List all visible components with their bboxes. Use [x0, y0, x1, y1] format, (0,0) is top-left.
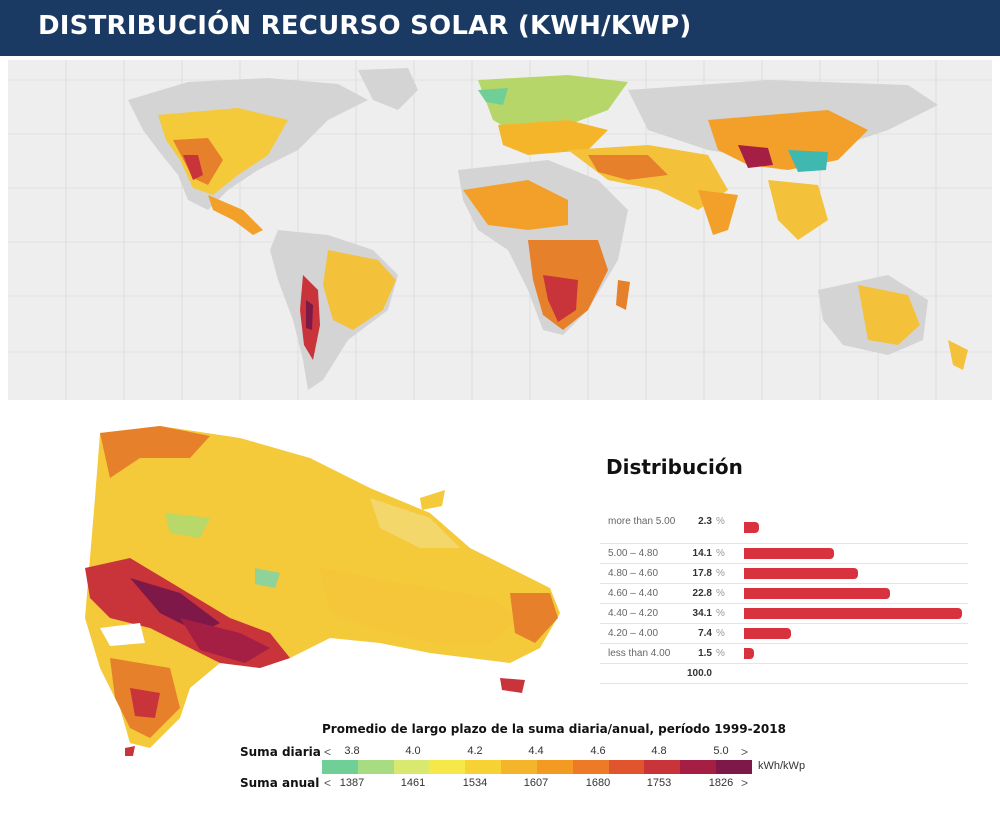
annual-tick: 1826 — [708, 777, 734, 789]
annual-tick: 1387 — [339, 777, 365, 789]
legend-swatch — [429, 760, 466, 774]
annual-tick: 1753 — [646, 777, 672, 789]
distribution-row: 4.40 – 4.20 34.1 % — [600, 604, 968, 624]
distribution-percent: 17.8 — [692, 568, 712, 579]
legend-swatch — [680, 760, 717, 774]
annual-left-arrow: < — [324, 776, 332, 790]
annual-right-arrow: > — [741, 776, 749, 790]
distribution-unit: % — [716, 628, 725, 639]
distribution-unit: % — [716, 548, 725, 559]
annual-tick: 1461 — [400, 777, 426, 789]
world-solar-map-icon — [8, 60, 992, 400]
distribution-unit: % — [716, 568, 725, 579]
distribution-row: more than 5.00 2.3 % — [600, 512, 968, 544]
daily-tick: 4.8 — [651, 745, 667, 757]
distribution-row: 4.80 – 4.60 17.8 % — [600, 564, 968, 584]
distribution-unit: % — [716, 648, 725, 659]
daily-tick: 4.4 — [528, 745, 544, 757]
legend-swatch — [644, 760, 681, 774]
distribution-range: 5.00 – 4.80 — [608, 548, 659, 559]
daily-tick: 3.8 — [344, 745, 360, 757]
distribution-percent: 14.1 — [692, 548, 712, 559]
distribution-percent: 7.4 — [698, 628, 712, 639]
legend-swatch — [357, 760, 394, 774]
distribution-percent: 22.8 — [692, 588, 712, 599]
distribution-unit: % — [716, 516, 725, 527]
distribution-percent: 1.5 — [698, 648, 712, 659]
header-banner: DISTRIBUCIÓN RECURSO SOLAR (KWH/KWP) — [0, 0, 1000, 56]
distribution-range: 4.20 – 4.00 — [608, 628, 659, 639]
dominican-republic-solar-map — [70, 418, 570, 758]
legend-swatch — [572, 760, 609, 774]
annual-tick: 1534 — [462, 777, 488, 789]
legend-swatch — [322, 760, 358, 774]
distribution-row: 4.60 – 4.40 22.8 % — [600, 584, 968, 604]
dominican-republic-solar-map-icon — [85, 426, 560, 756]
distribution-bar — [744, 522, 759, 533]
daily-right-arrow: > — [741, 745, 749, 759]
legend-title: Promedio de largo plazo de la suma diari… — [322, 722, 786, 736]
distribution-range: more than 5.00 — [608, 516, 676, 527]
page-title: DISTRIBUCIÓN RECURSO SOLAR (KWH/KWP) — [38, 11, 692, 41]
distribution-percent: 2.3 — [698, 516, 712, 527]
distribution-title: Distribución — [606, 455, 743, 479]
annual-sum-label: Suma anual — [240, 776, 320, 790]
daily-tick: 4.2 — [467, 745, 483, 757]
distribution-percent: 34.1 — [692, 608, 712, 619]
daily-tick: 4.0 — [405, 745, 421, 757]
daily-left-arrow: < — [324, 745, 332, 759]
legend-swatch — [501, 760, 537, 774]
distribution-range: 4.60 – 4.40 — [608, 588, 659, 599]
legend-swatch — [536, 760, 573, 774]
legend-color-bar — [322, 760, 752, 774]
daily-tick: 4.6 — [590, 745, 606, 757]
distribution-table: more than 5.00 2.3 % 5.00 – 4.80 14.1 % … — [600, 512, 968, 684]
distribution-bar — [744, 628, 791, 639]
world-solar-map — [8, 60, 992, 400]
distribution-bar — [744, 568, 858, 579]
annual-tick: 1607 — [523, 777, 549, 789]
distribution-range: 4.80 – 4.60 — [608, 568, 659, 579]
distribution-total-row: 100.0 — [600, 664, 968, 684]
legend-swatch — [608, 760, 645, 774]
distribution-row: less than 4.00 1.5 % — [600, 644, 968, 664]
daily-tick: 5.0 — [713, 745, 729, 757]
daily-sum-label: Suma diaria — [240, 745, 321, 759]
legend-swatch — [465, 760, 502, 774]
distribution-bar — [744, 588, 890, 599]
legend-unit: kWh/kWp — [758, 760, 806, 772]
annual-tick: 1680 — [585, 777, 611, 789]
distribution-range: 4.40 – 4.20 — [608, 608, 659, 619]
distribution-unit: % — [716, 608, 725, 619]
distribution-bar — [744, 608, 962, 619]
distribution-unit: % — [716, 588, 725, 599]
distribution-total: 100.0 — [686, 668, 712, 679]
distribution-row: 4.20 – 4.00 7.4 % — [600, 624, 968, 644]
distribution-range: less than 4.00 — [608, 648, 671, 659]
distribution-row: 5.00 – 4.80 14.1 % — [600, 544, 968, 564]
distribution-bar — [744, 648, 754, 659]
distribution-bar — [744, 548, 834, 559]
legend-swatch — [393, 760, 430, 774]
legend-swatch — [716, 760, 752, 774]
